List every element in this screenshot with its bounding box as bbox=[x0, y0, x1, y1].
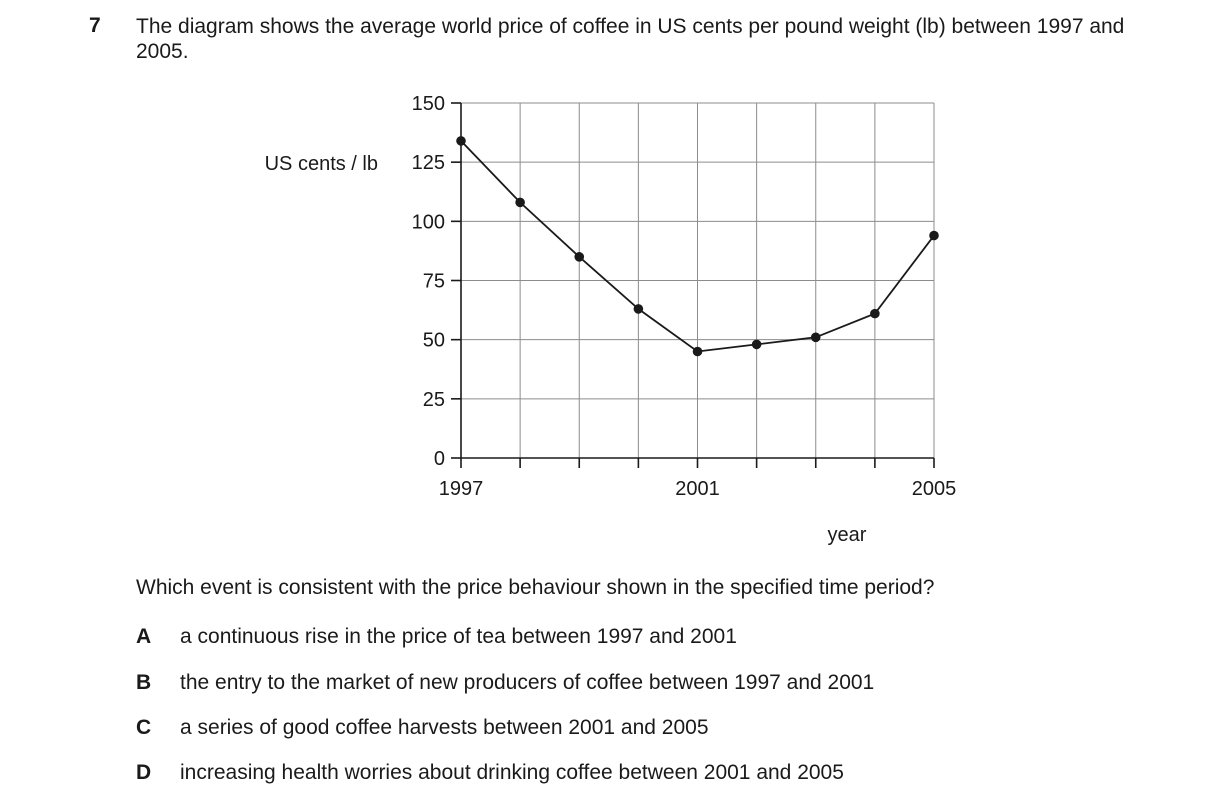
data-point bbox=[751, 339, 762, 350]
option-text: increasing health worries about drinking… bbox=[180, 761, 844, 784]
price-series bbox=[456, 136, 939, 357]
y-tick-label: 75 bbox=[423, 271, 445, 293]
x-tick-label: 1997 bbox=[439, 478, 484, 500]
data-point bbox=[929, 230, 939, 241]
data-point bbox=[633, 304, 644, 314]
y-ticks: 0 25 50 75 100 125 150 bbox=[412, 93, 461, 470]
coffee-price-chart: 0 25 50 75 100 125 150 1997 2001 2005 US cents /… bbox=[265, 93, 957, 546]
data-point bbox=[574, 252, 585, 262]
question-number: 7 bbox=[89, 14, 101, 37]
data-point bbox=[692, 346, 703, 357]
x-axis-label: year bbox=[828, 524, 867, 546]
data-point bbox=[810, 332, 821, 343]
y-tick-label: 100 bbox=[412, 211, 445, 233]
data-point bbox=[870, 308, 880, 319]
question-stem: The diagram shows the average world pric… bbox=[136, 15, 1125, 63]
option-letter: B bbox=[136, 671, 152, 694]
y-tick-label: 125 bbox=[412, 152, 445, 174]
y-tick-label: 0 bbox=[434, 448, 445, 470]
y-tick-label: 25 bbox=[423, 389, 445, 411]
x-tick-label: 2001 bbox=[675, 478, 720, 500]
y-tick-label: 50 bbox=[423, 330, 445, 352]
y-axis-label: US cents / lb bbox=[265, 153, 378, 175]
option-text: a continuous rise in the price of tea be… bbox=[180, 625, 737, 648]
x-ticks: 1997 2001 2005 bbox=[439, 458, 957, 500]
data-point bbox=[515, 197, 525, 208]
question-prompt: Which event is consistent with the price… bbox=[136, 576, 935, 599]
data-point bbox=[456, 136, 466, 146]
option-letter: C bbox=[136, 716, 152, 739]
option-text: the entry to the market of new producers… bbox=[180, 671, 875, 694]
option-letter: A bbox=[136, 625, 152, 648]
chart-grid bbox=[461, 102, 935, 458]
option-text: a series of good coffee harvests between… bbox=[180, 716, 709, 739]
option-letter: D bbox=[136, 761, 152, 784]
y-tick-label: 150 bbox=[412, 93, 445, 115]
x-tick-label: 2005 bbox=[912, 478, 957, 500]
